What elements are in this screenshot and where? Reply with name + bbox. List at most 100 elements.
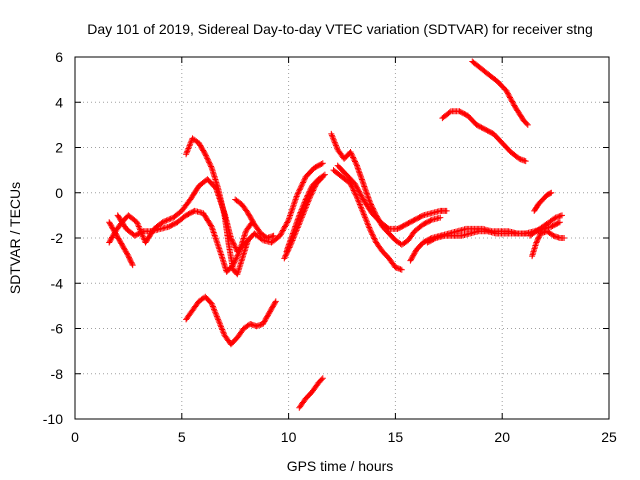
data-point bbox=[114, 234, 121, 241]
data-point bbox=[209, 302, 216, 309]
data-point bbox=[204, 155, 211, 162]
y-tick-label: 4 bbox=[55, 94, 63, 110]
data-point bbox=[185, 145, 192, 152]
series-arc-p bbox=[469, 58, 531, 128]
data-point bbox=[352, 159, 359, 166]
data-point bbox=[355, 197, 362, 204]
data-point bbox=[201, 150, 208, 156]
data-point bbox=[371, 236, 378, 243]
data-point bbox=[129, 260, 136, 267]
data-point bbox=[524, 121, 531, 128]
data-point bbox=[207, 222, 214, 229]
data-point bbox=[307, 187, 314, 193]
data-point bbox=[427, 217, 434, 224]
data-point bbox=[164, 216, 171, 223]
data-point bbox=[358, 205, 365, 212]
data-point bbox=[261, 318, 268, 325]
data-point bbox=[353, 161, 360, 168]
data-point bbox=[351, 157, 358, 164]
data-point bbox=[351, 180, 358, 187]
data-point bbox=[306, 188, 313, 195]
data-point bbox=[211, 306, 217, 313]
data-point bbox=[503, 87, 510, 94]
data-point bbox=[247, 215, 254, 222]
plot-frame bbox=[74, 56, 610, 420]
data-point bbox=[509, 99, 516, 106]
data-point bbox=[294, 192, 301, 198]
data-point bbox=[369, 231, 376, 238]
series-arc-q bbox=[529, 228, 568, 260]
data-point bbox=[232, 244, 239, 251]
data-point bbox=[355, 198, 362, 205]
data-point bbox=[231, 243, 238, 250]
data-point bbox=[535, 234, 542, 241]
data-point bbox=[320, 172, 327, 179]
data-point bbox=[213, 313, 220, 320]
data-point bbox=[303, 195, 310, 202]
y-tick-label: 6 bbox=[55, 49, 63, 65]
x-tick-labels: 0 5 10 15 20 25 bbox=[71, 429, 617, 445]
data-point bbox=[296, 186, 303, 193]
data-point bbox=[159, 219, 166, 226]
data-point bbox=[398, 266, 405, 273]
data-point bbox=[296, 187, 303, 194]
x-tick-label: 15 bbox=[388, 429, 404, 445]
data-point bbox=[282, 254, 288, 260]
data-point bbox=[203, 154, 210, 160]
series-arc-o bbox=[439, 108, 529, 165]
x-tick-label: 0 bbox=[71, 429, 79, 445]
data-point bbox=[437, 214, 444, 221]
y-tick-label: -8 bbox=[51, 366, 64, 382]
data-point bbox=[522, 158, 529, 165]
data-point bbox=[533, 239, 540, 246]
data-point bbox=[281, 255, 288, 262]
data-point bbox=[556, 219, 563, 226]
data-point bbox=[204, 156, 211, 163]
data-point bbox=[348, 151, 355, 158]
data-point bbox=[367, 227, 374, 234]
data-point bbox=[206, 159, 213, 166]
data-point bbox=[350, 155, 357, 162]
data-point bbox=[318, 161, 325, 167]
data-point bbox=[366, 225, 373, 232]
data-point bbox=[283, 220, 290, 227]
data-point bbox=[294, 190, 301, 197]
data-point bbox=[212, 310, 219, 317]
y-tick-label: -4 bbox=[51, 275, 64, 291]
data-point bbox=[523, 120, 530, 127]
data-point bbox=[548, 189, 555, 196]
data-point bbox=[277, 232, 284, 239]
data-point bbox=[280, 226, 287, 233]
data-point bbox=[329, 133, 336, 140]
data-point bbox=[272, 299, 279, 306]
data-point bbox=[360, 211, 367, 218]
data-point bbox=[561, 235, 568, 241]
data-point bbox=[136, 225, 143, 231]
series-arc-i bbox=[296, 375, 326, 411]
data-point bbox=[297, 209, 304, 216]
data-point bbox=[555, 219, 562, 226]
x-axis-label: GPS time / hours bbox=[287, 458, 394, 474]
data-point bbox=[206, 160, 213, 167]
data-point bbox=[187, 141, 194, 148]
data-point bbox=[160, 218, 167, 225]
data-point bbox=[305, 191, 312, 198]
data-point bbox=[366, 224, 373, 231]
data-point bbox=[307, 185, 314, 192]
data-point bbox=[167, 215, 174, 222]
data-point bbox=[355, 187, 362, 194]
data-point bbox=[506, 93, 513, 100]
data-point bbox=[298, 206, 305, 213]
data-point bbox=[300, 178, 307, 185]
data-point bbox=[302, 196, 309, 203]
data-point bbox=[304, 193, 310, 200]
x-tick-label: 25 bbox=[601, 429, 617, 445]
data-point bbox=[349, 153, 356, 160]
data-point bbox=[365, 223, 372, 230]
data-point bbox=[371, 235, 378, 242]
data-point bbox=[235, 249, 242, 256]
data-point bbox=[235, 251, 242, 258]
data-point bbox=[536, 233, 543, 240]
data-point bbox=[370, 232, 376, 239]
